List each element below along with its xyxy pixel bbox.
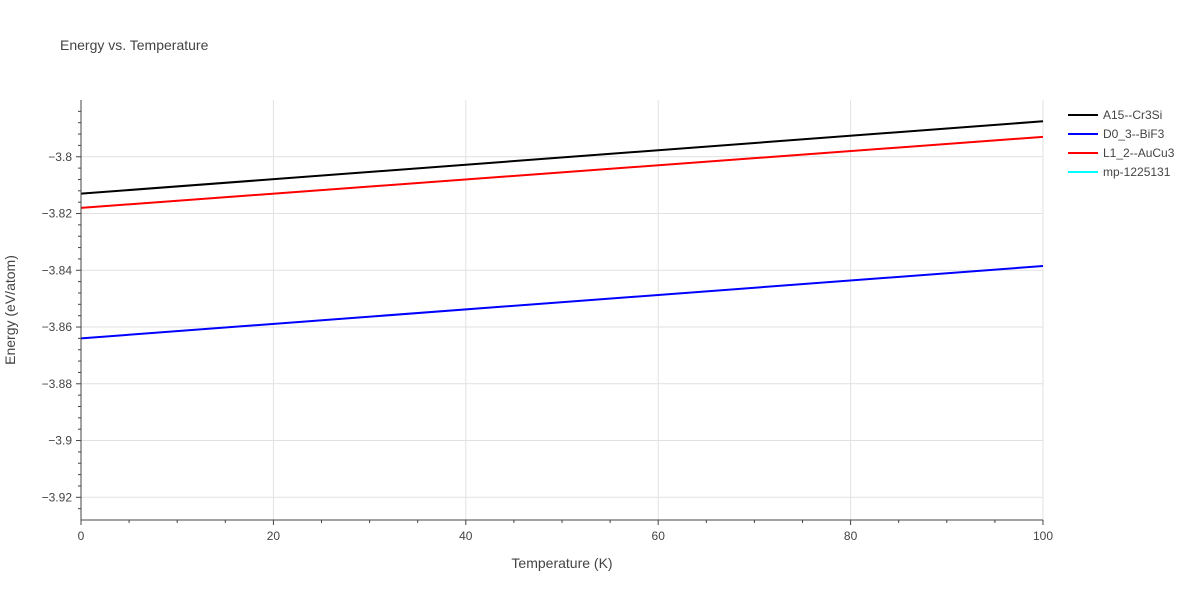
y-tick-label: −3.84 xyxy=(42,263,73,277)
legend-label: D0_3--BiF3 xyxy=(1103,127,1165,141)
y-axis-title: Energy (eV/atom) xyxy=(2,255,18,365)
y-tick-label: −3.82 xyxy=(42,207,73,221)
series-line-D0_3--BiF3 xyxy=(80,265,1044,340)
y-tick-label: −3.9 xyxy=(48,434,72,448)
chart-title: Energy vs. Temperature xyxy=(60,37,209,53)
x-tick-label: 100 xyxy=(1033,529,1053,543)
grid-lines xyxy=(81,100,1044,520)
y-tick-label: −3.88 xyxy=(42,377,73,391)
series-lines xyxy=(80,120,1044,340)
x-axis-title: Temperature (K) xyxy=(511,555,612,571)
legend-label: mp-1225131 xyxy=(1103,165,1171,179)
x-tick-label: 20 xyxy=(267,529,281,543)
legend-label: L1_2--AuCu3 xyxy=(1103,146,1175,160)
y-axis-ticks: −3.8 −3.82 −3.84 −3.86 −3.88 −3.9 −3.92 xyxy=(42,110,81,510)
legend-label: A15--Cr3Si xyxy=(1103,108,1162,122)
x-tick-label: 40 xyxy=(459,529,473,543)
x-tick-label: 80 xyxy=(844,529,858,543)
x-tick-label: 60 xyxy=(652,529,666,543)
series-line-A15--Cr3Si xyxy=(80,120,1044,195)
x-axis-ticks: 0 20 40 60 80 100 xyxy=(78,520,1053,543)
y-tick-label: −3.92 xyxy=(42,490,73,504)
axes xyxy=(80,100,1043,521)
y-tick-label: −3.86 xyxy=(42,320,73,334)
y-tick-label: −3.8 xyxy=(48,150,72,164)
x-tick-label: 0 xyxy=(78,529,85,543)
series-line-L1_2--AuCu3 xyxy=(80,135,1044,209)
legend: A15--Cr3Si D0_3--BiF3 L1_2--AuCu3 mp-122513… xyxy=(1068,108,1175,179)
